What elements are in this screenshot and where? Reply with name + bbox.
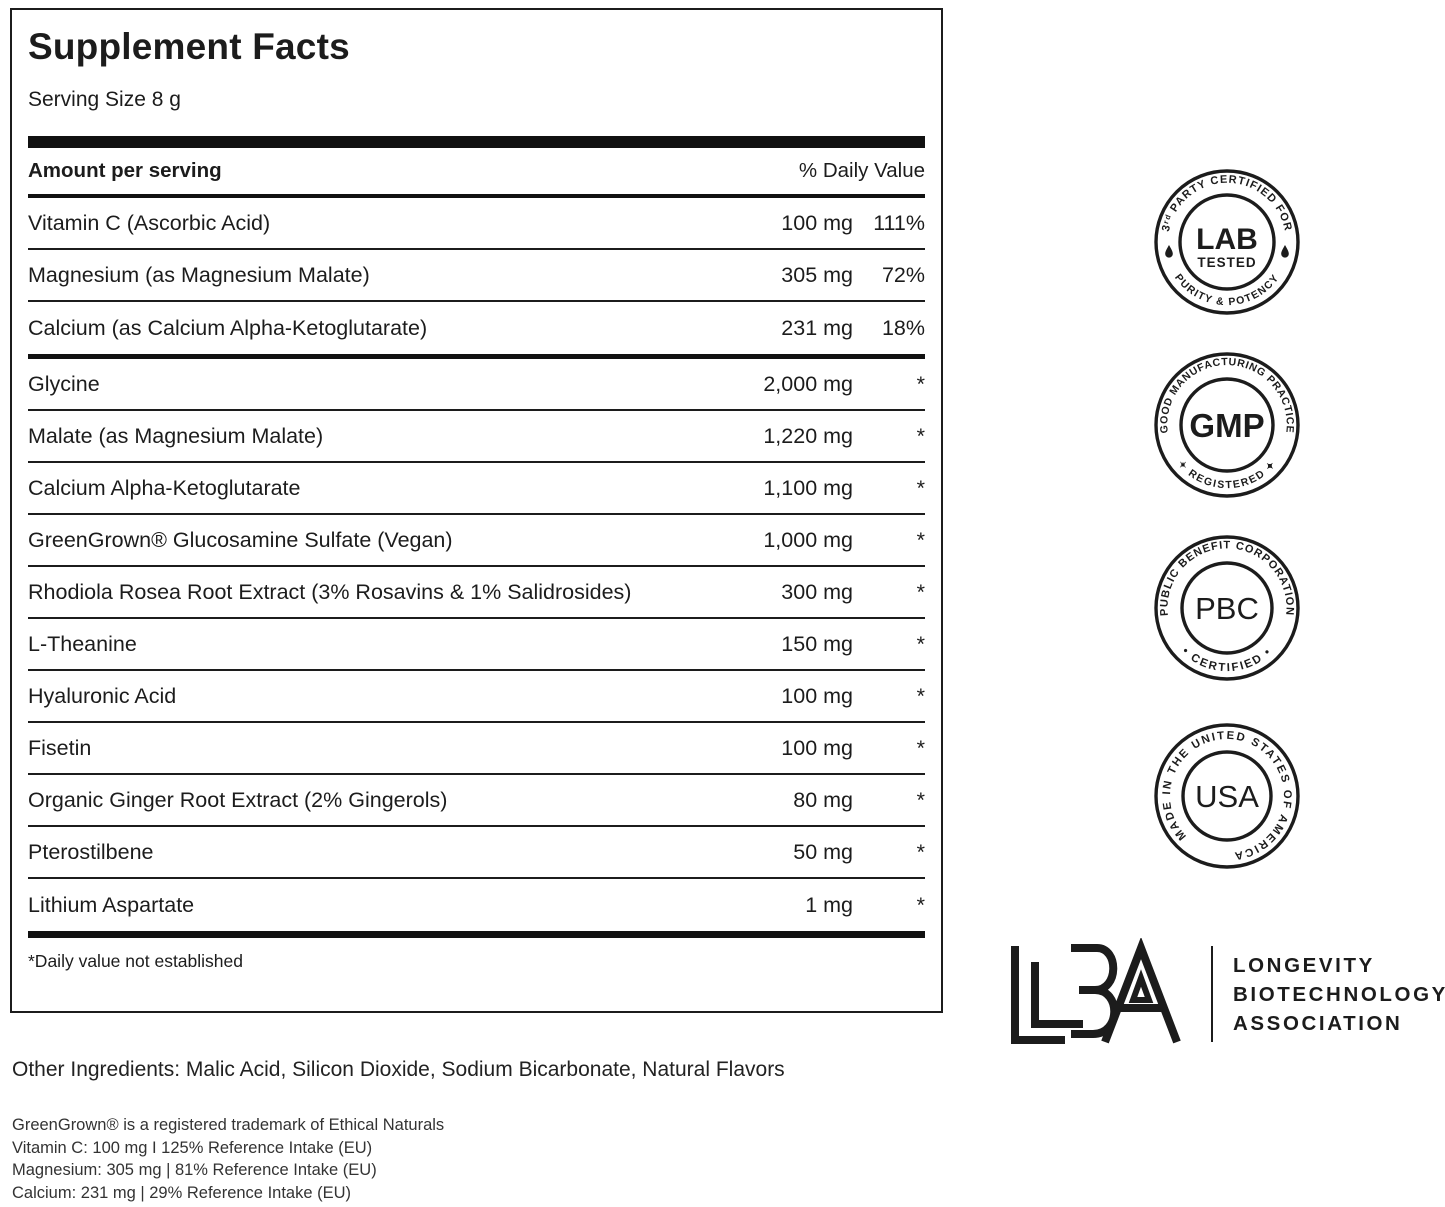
- ingredient-dv: *: [916, 787, 925, 812]
- ingredient-name: L-Theanine: [28, 631, 137, 656]
- table-row: Hyaluronic Acid 100 mg *: [28, 671, 925, 723]
- amount-per-serving-header: Amount per serving: [28, 159, 222, 182]
- table-row: Calcium Alpha-Ketoglutarate 1,100 mg *: [28, 463, 925, 515]
- usa-badge: MADE IN THE UNITED STATES OF AMERICA USA: [1154, 723, 1300, 869]
- table-row: Calcium (as Calcium Alpha-Ketoglutarate)…: [28, 302, 925, 354]
- pbc-badge-center: PBC: [1195, 591, 1259, 626]
- supplement-facts-panel: Supplement Facts Serving Size 8 g Amount…: [10, 8, 943, 1013]
- calcium-eu-note: Calcium: 231 mg | 29% Reference Intake (…: [12, 1183, 352, 1202]
- ingredient-name: Malate (as Magnesium Malate): [28, 423, 324, 448]
- daily-value-header: % Daily Value: [798, 159, 925, 182]
- table-row: Lithium Aspartate 1 mg *: [28, 879, 925, 931]
- ingredient-name: Calcium (as Calcium Alpha-Ketoglutarate): [28, 315, 428, 340]
- ingredient-amount: 80 mg: [793, 787, 853, 812]
- ingredient-name: GreenGrown® Glucosamine Sulfate (Vegan): [28, 527, 453, 552]
- magnesium-eu-note: Magnesium: 305 mg | 81% Reference Intake…: [12, 1161, 377, 1179]
- serving-size: Serving Size 8 g: [28, 88, 181, 111]
- ingredient-name: Glycine: [28, 371, 100, 396]
- daily-value-footnote: *Daily value not established: [28, 951, 243, 971]
- table-row: Organic Ginger Root Extract (2% Gingerol…: [28, 775, 925, 827]
- table-row: Malate (as Magnesium Malate) 1,220 mg *: [28, 411, 925, 463]
- ingredient-amount: 150 mg: [781, 631, 853, 656]
- table-row: Glycine 2,000 mg *: [28, 359, 925, 411]
- certification-badges: 3ʳᵈ PARTY CERTIFIED FOR PURITY & POTENCY…: [1152, 167, 1302, 876]
- ingredient-name: Vitamin C (Ascorbic Acid): [28, 210, 271, 235]
- ingredient-dv: *: [916, 579, 925, 604]
- pbc-badge: PUBLIC BENEFIT CORPORATION • CERTIFIED •…: [1154, 535, 1300, 681]
- ingredient-dv: *: [916, 892, 925, 917]
- usa-badge-center: USA: [1195, 779, 1259, 814]
- lba-wordmark: LONGEVITY BIOTECHNOLOGY ASSOCIATION: [1233, 951, 1445, 1038]
- gmp-badge-center: GMP: [1189, 407, 1264, 444]
- lba-line-association: ASSOCIATION: [1233, 1011, 1403, 1035]
- ingredient-dv: *: [916, 527, 925, 552]
- ingredient-dv: *: [916, 683, 925, 708]
- ingredient-amount: 1,100 mg: [763, 475, 853, 500]
- droplet-icon: [1281, 245, 1289, 258]
- ingredient-name: Fisetin: [28, 735, 92, 760]
- ingredient-dv: *: [916, 839, 925, 864]
- divider-heavy-bottom: [28, 931, 925, 938]
- ingredient-dv: 18%: [881, 315, 925, 340]
- table-row: Pterostilbene 50 mg *: [28, 827, 925, 879]
- lba-line-longevity: LONGEVITY: [1233, 953, 1375, 977]
- ingredient-amount: 305 mg: [781, 262, 853, 287]
- fine-print: GreenGrown® is a registered trademark of…: [12, 1114, 444, 1204]
- divider-medium: [28, 354, 925, 359]
- gmp-badge: GOOD MANUFACTURING PRACTICE ✦ REGISTERED…: [1154, 352, 1300, 498]
- ingredient-dv: *: [916, 371, 925, 396]
- ingredient-amount: 1,000 mg: [763, 527, 853, 552]
- table-row: Rhodiola Rosea Root Extract (3% Rosavins…: [28, 567, 925, 619]
- ingredient-amount: 231 mg: [781, 315, 853, 340]
- droplet-icon: [1165, 245, 1173, 258]
- panel-title: Supplement Facts: [28, 26, 350, 67]
- ingredient-dv: *: [916, 735, 925, 760]
- table-row: Magnesium (as Magnesium Malate) 305 mg 7…: [28, 250, 925, 302]
- ingredient-amount: 50 mg: [793, 839, 853, 864]
- ingredient-dv: *: [916, 475, 925, 500]
- table-header: Amount per serving % Daily Value: [28, 148, 925, 198]
- lab-badge-center: LAB: [1196, 223, 1258, 256]
- trademark-note: GreenGrown® is a registered trademark of…: [12, 1116, 445, 1134]
- ingredient-amount: 100 mg: [781, 683, 853, 708]
- ingredient-name: Magnesium (as Magnesium Malate): [28, 262, 370, 287]
- lba-line-biotechnology: BIOTECHNOLOGY: [1233, 982, 1445, 1006]
- lab-tested-badge: 3ʳᵈ PARTY CERTIFIED FOR PURITY & POTENCY…: [1154, 169, 1300, 315]
- ingredient-amount: 100 mg: [781, 735, 853, 760]
- ingredient-amount: 1 mg: [805, 892, 853, 917]
- table-row: Vitamin C (Ascorbic Acid) 100 mg 111%: [28, 198, 925, 250]
- ingredient-name: Organic Ginger Root Extract (2% Gingerol…: [28, 787, 448, 812]
- lba-logo-icon: [1011, 938, 1181, 1044]
- vitamin-c-eu-note: Vitamin C: 100 mg I 125% Reference Intak…: [12, 1138, 373, 1157]
- table-row: Fisetin 100 mg *: [28, 723, 925, 775]
- ingredient-dv: *: [916, 631, 925, 656]
- ingredient-name: Lithium Aspartate: [28, 892, 195, 917]
- ingredient-amount: 100 mg: [781, 210, 853, 235]
- ingredient-name: Calcium Alpha-Ketoglutarate: [28, 475, 301, 500]
- table-row: GreenGrown® Glucosamine Sulfate (Vegan) …: [28, 515, 925, 567]
- ingredient-name: Rhodiola Rosea Root Extract (3% Rosavins…: [28, 579, 632, 604]
- other-ingredients: Other Ingredients: Malic Acid, Silicon D…: [12, 1058, 785, 1081]
- divider-heavy-top: [28, 136, 925, 148]
- ingredient-amount: 1,220 mg: [763, 423, 853, 448]
- table-row: L-Theanine 150 mg *: [28, 619, 925, 671]
- ingredient-dv: 72%: [881, 262, 925, 287]
- ingredient-dv: *: [916, 423, 925, 448]
- lba-divider: [1211, 946, 1213, 1042]
- ingredient-name: Pterostilbene: [28, 839, 154, 864]
- ingredient-amount: 2,000 mg: [763, 371, 853, 396]
- lab-badge-sub: TESTED: [1197, 255, 1256, 270]
- ingredient-dv: 111%: [873, 210, 925, 235]
- ingredient-amount: 300 mg: [781, 579, 853, 604]
- lba-logo-block: LONGEVITY BIOTECHNOLOGY ASSOCIATION: [1005, 938, 1445, 1050]
- ingredient-name: Hyaluronic Acid: [28, 683, 177, 708]
